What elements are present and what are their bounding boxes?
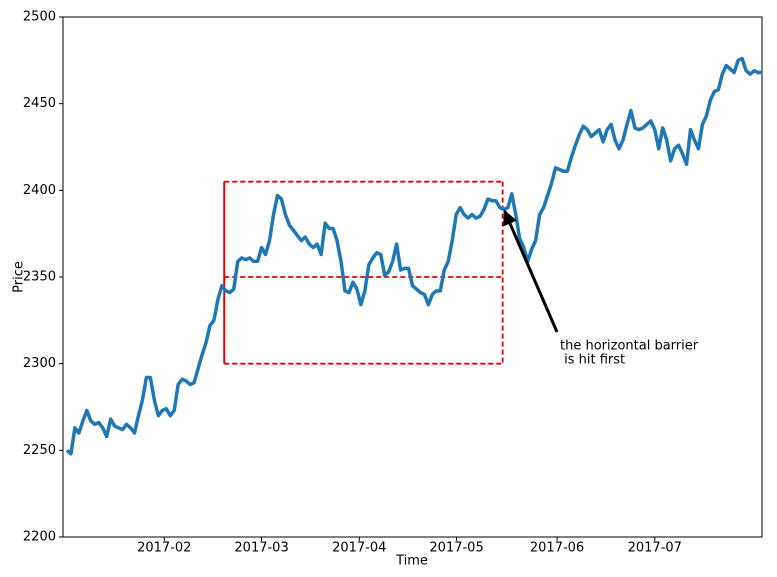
y-tick-label: 2500: [23, 10, 56, 25]
x-tick-label: 2017-06: [530, 541, 584, 556]
x-tick-label: 2017-05: [429, 541, 483, 556]
y-axis-label: Price: [12, 261, 27, 293]
x-tick-label: 2017-03: [234, 541, 288, 556]
y-tick-label: 2300: [23, 356, 56, 371]
y-tick-label: 2350: [23, 270, 56, 285]
annotation-text: the horizontal barrier: [560, 339, 699, 354]
annotation-text: is hit first: [560, 353, 625, 368]
price-line: [65, 56, 762, 456]
x-tick-label: 2017-02: [137, 541, 191, 556]
x-tick-label: 2017-07: [628, 541, 682, 556]
x-axis-label: Time: [395, 554, 428, 569]
y-tick-label: 2250: [23, 443, 56, 458]
y-tick-label: 2400: [23, 183, 56, 198]
x-tick-label: 2017-04: [332, 541, 386, 556]
y-tick-label: 2450: [23, 96, 56, 111]
annotation-arrow: [503, 209, 559, 333]
y-tick-label: 2200: [23, 530, 56, 545]
